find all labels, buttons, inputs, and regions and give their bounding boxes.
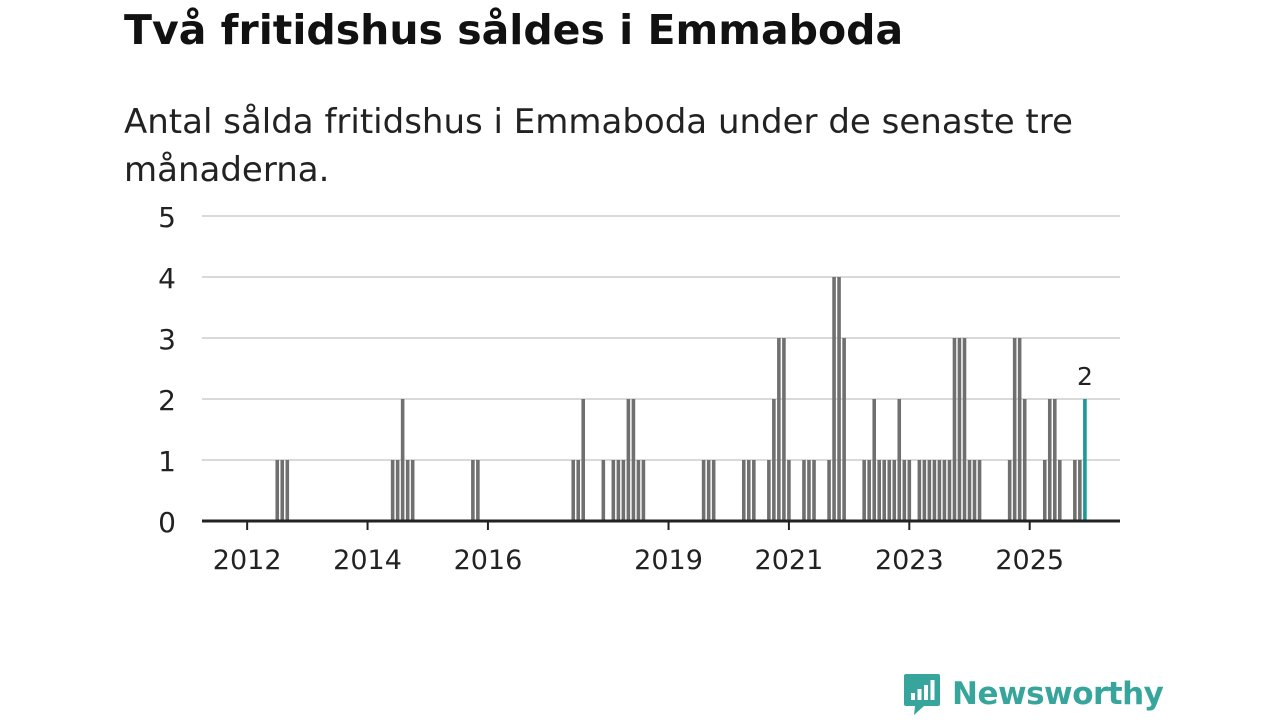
bar <box>476 460 480 521</box>
bar <box>892 460 897 521</box>
chart-title: Två fritidshus såldes i Emmaboda <box>124 6 904 54</box>
bar <box>471 460 475 521</box>
bar <box>842 338 846 521</box>
x-tick-label: 2014 <box>333 545 402 576</box>
y-tick-label: 3 <box>158 323 176 356</box>
bar <box>410 460 415 521</box>
bar <box>626 399 631 521</box>
bar <box>807 460 811 521</box>
bar <box>1047 399 1052 521</box>
bar <box>932 460 937 521</box>
bar-chart-speech-bubble-icon <box>904 674 940 715</box>
bar <box>746 460 751 521</box>
bar <box>972 460 977 521</box>
bar <box>802 460 806 521</box>
bar <box>977 460 982 521</box>
bar <box>877 460 882 521</box>
bar <box>862 460 866 521</box>
bar <box>711 460 716 521</box>
x-axis-labels: 2012 2014 2016 2019 2021 2023 2025 <box>213 545 1064 576</box>
x-tick-label: 2021 <box>755 545 824 576</box>
bar <box>631 399 636 521</box>
bar <box>832 277 836 521</box>
bar <box>621 460 626 521</box>
bar <box>812 460 816 521</box>
bar <box>636 460 641 521</box>
bar <box>767 460 771 521</box>
bar <box>897 399 902 521</box>
x-tick-label: 2016 <box>454 545 523 576</box>
bar <box>275 460 280 521</box>
bar <box>641 460 646 521</box>
bar <box>967 460 972 521</box>
bar <box>952 338 957 521</box>
bar <box>1022 399 1027 521</box>
highlight-bar <box>1083 399 1087 521</box>
bar <box>827 460 831 521</box>
bar <box>902 460 907 521</box>
bar <box>280 460 285 521</box>
bar <box>882 460 887 521</box>
y-tick-label: 4 <box>158 262 176 295</box>
bar <box>576 460 581 521</box>
y-axis-labels: 0 1 2 3 4 5 <box>158 201 176 539</box>
bar <box>872 399 877 521</box>
y-tick-label: 2 <box>158 384 176 417</box>
bar <box>285 460 290 521</box>
x-tick-label: 2025 <box>995 545 1064 576</box>
x-tick-label: 2023 <box>875 545 944 576</box>
highlight-value-label: 2 <box>1077 362 1093 391</box>
bar <box>752 460 756 521</box>
bar <box>1007 460 1012 521</box>
bar <box>917 460 922 521</box>
bar <box>1053 399 1057 521</box>
annotations: 2 <box>1077 362 1093 391</box>
bar <box>922 460 927 521</box>
bar <box>400 399 405 521</box>
bar <box>1042 460 1047 521</box>
bar <box>937 460 942 521</box>
bar <box>1012 338 1017 521</box>
chart-subtitle: Antal sålda fritidshus i Emmaboda under … <box>124 102 1073 190</box>
x-axis <box>202 519 1120 530</box>
bar <box>571 460 576 521</box>
bar <box>581 399 586 521</box>
bar <box>1073 460 1077 521</box>
bar-chart: 0 1 2 3 4 5 2012 2014 2016 2019 2021 2023 2025 2 <box>158 201 1120 576</box>
bar <box>777 338 781 521</box>
y-tick-label: 0 <box>158 506 176 539</box>
bar <box>701 460 706 521</box>
grid-lines <box>202 215 1120 461</box>
bar <box>947 460 952 521</box>
bar <box>395 460 400 521</box>
bar <box>611 460 616 521</box>
bar <box>887 460 892 521</box>
bar <box>772 399 776 521</box>
bar <box>706 460 711 521</box>
newsworthy-logo: Newsworthy <box>902 670 1164 718</box>
logo-text: Newsworthy <box>952 676 1164 712</box>
x-tick-label: 2019 <box>634 545 703 576</box>
bar <box>405 460 410 521</box>
bar <box>1058 460 1062 521</box>
bar <box>907 460 912 521</box>
bar <box>957 338 962 521</box>
bar <box>1078 460 1082 521</box>
x-tick-label: 2012 <box>213 545 282 576</box>
bars <box>275 277 1087 521</box>
bar <box>616 460 621 521</box>
y-tick-label: 1 <box>158 445 176 478</box>
y-tick-label: 5 <box>158 201 176 234</box>
bar <box>837 277 841 521</box>
bar <box>390 460 395 521</box>
bar <box>942 460 947 521</box>
bar <box>601 460 606 521</box>
bar <box>867 460 871 521</box>
bar <box>741 460 746 521</box>
bar <box>927 460 932 521</box>
bar <box>962 338 967 521</box>
bar <box>782 338 786 521</box>
bar <box>787 460 791 521</box>
bar <box>1017 338 1022 521</box>
